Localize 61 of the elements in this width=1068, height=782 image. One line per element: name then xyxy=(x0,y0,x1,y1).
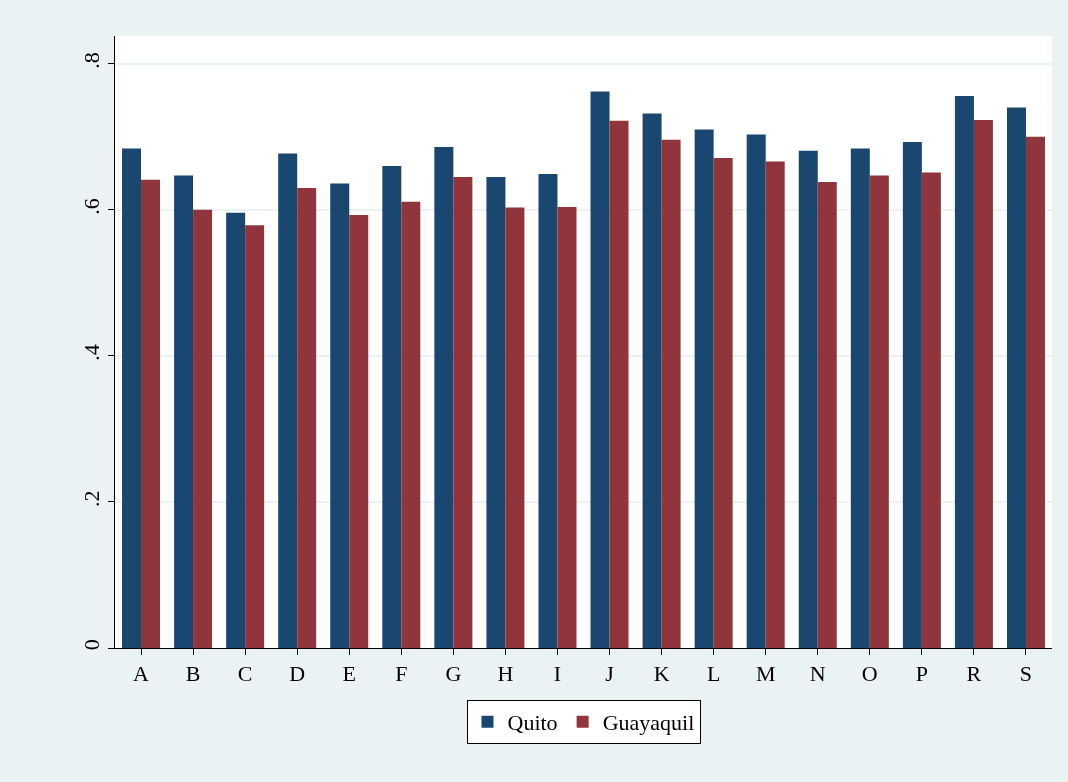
bar xyxy=(921,172,941,648)
x-tick-label: F xyxy=(395,661,408,687)
bar xyxy=(453,176,473,648)
bar xyxy=(1025,136,1045,648)
bar xyxy=(505,207,525,648)
bar xyxy=(278,153,298,648)
bar xyxy=(590,91,610,648)
bar xyxy=(746,134,766,648)
bar xyxy=(330,183,350,648)
bar xyxy=(226,212,246,648)
bar xyxy=(245,225,265,648)
bar xyxy=(869,175,889,648)
x-tick-label: B xyxy=(185,661,201,687)
y-tick-label: .4 xyxy=(79,344,105,361)
bar xyxy=(382,166,402,648)
bar xyxy=(661,139,681,648)
x-tick-label: D xyxy=(289,661,306,687)
bar xyxy=(798,150,818,648)
bar xyxy=(401,201,421,648)
legend-label: Guayaquil xyxy=(602,710,695,736)
bar xyxy=(954,95,974,648)
bar xyxy=(609,120,629,648)
bar xyxy=(141,179,161,648)
bar xyxy=(765,161,785,648)
x-tick-label: S xyxy=(1019,661,1033,687)
x-tick-label: A xyxy=(133,661,150,687)
x-tick-label: R xyxy=(966,661,982,687)
x-tick-label: L xyxy=(706,661,721,687)
x-tick-label: M xyxy=(755,661,776,687)
bar xyxy=(486,176,506,648)
legend-label: Quito xyxy=(507,710,558,736)
x-tick-label: E xyxy=(342,661,356,687)
bar xyxy=(1006,107,1026,648)
x-tick-label: P xyxy=(915,661,928,687)
bar xyxy=(817,182,837,648)
bar xyxy=(538,174,558,648)
bar xyxy=(557,206,577,648)
x-tick-label: H xyxy=(497,661,514,687)
x-tick-label: K xyxy=(653,661,670,687)
bar xyxy=(973,119,993,648)
bar xyxy=(122,148,142,648)
bar xyxy=(349,214,369,648)
bar xyxy=(850,148,870,648)
bar xyxy=(642,113,662,648)
y-tick-label: 0 xyxy=(79,639,105,651)
x-tick-label: J xyxy=(605,661,615,687)
y-tick-label: .6 xyxy=(79,198,105,215)
x-tick-label: I xyxy=(553,661,562,687)
bar xyxy=(174,175,194,648)
y-tick-label: .2 xyxy=(79,490,105,507)
bar xyxy=(297,187,317,648)
bar xyxy=(193,209,213,648)
x-tick-label: O xyxy=(861,661,878,687)
bar xyxy=(694,129,714,648)
bar xyxy=(434,147,454,648)
bar xyxy=(902,141,922,648)
y-tick-label: .8 xyxy=(79,52,105,69)
x-tick-label: G xyxy=(445,661,462,687)
bar xyxy=(713,157,733,648)
x-tick-label: N xyxy=(809,661,826,687)
x-tick-label: C xyxy=(237,661,253,687)
